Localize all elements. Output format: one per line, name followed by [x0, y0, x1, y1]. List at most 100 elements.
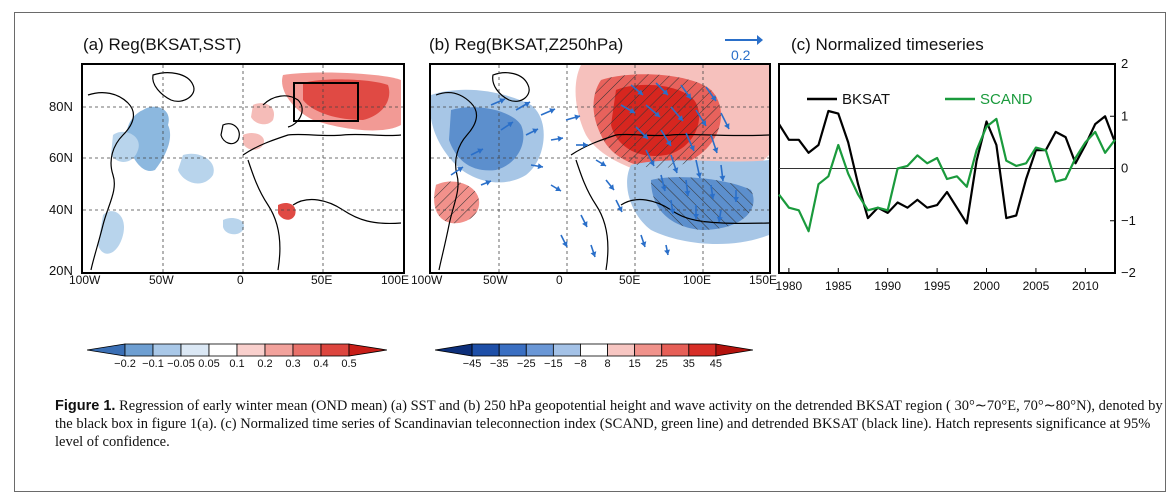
wave-activity-vector-head	[532, 128, 538, 134]
wave-activity-vector-head	[724, 123, 730, 129]
wave-activity-vector-head	[664, 249, 670, 255]
reference-vector-label: 0.2	[731, 47, 751, 63]
wave-activity-vector-head	[716, 216, 723, 222]
grid-lines	[431, 65, 769, 272]
colorbar-bin	[87, 343, 126, 357]
colorbar-bin	[498, 343, 527, 357]
panel-b-title: (b) Reg(BKSAT,Z250hPa)	[429, 35, 624, 54]
y-tick-label: −1	[1121, 213, 1136, 228]
x-tick-label: 1980	[776, 279, 803, 293]
lon-tick-b-100e: 100E	[683, 273, 712, 287]
lat-tick-40n: 40N	[49, 202, 73, 217]
lon-tick-a-0: 0	[237, 273, 244, 287]
colorbar-tick-label: 0.4	[313, 358, 329, 370]
caption-label: Figure 1.	[55, 398, 116, 414]
legend-label-bksat: BKSAT	[842, 91, 890, 108]
series-line-bksat	[778, 109, 1117, 225]
x-axis-ticks: 1980 1985 1990 1995 2000 2005 2010	[776, 268, 1099, 293]
x-tick-label: 1985	[825, 279, 852, 293]
wave-activity-vector-head	[685, 93, 691, 99]
colorbar-bin	[580, 343, 608, 357]
wave-activity-vector-head	[637, 89, 643, 95]
wave-activity-vector-head	[689, 145, 695, 151]
series-lines	[778, 109, 1117, 233]
colorbar-tick-label: −0.05	[167, 358, 195, 370]
wave-activity-vector-head	[733, 197, 739, 202]
colorbar-tick-label: −45	[462, 358, 482, 370]
colorbar-bin	[552, 343, 581, 357]
wave-activity-vector-head	[555, 185, 561, 191]
z250-anomaly-shading	[431, 65, 769, 245]
colorbar-bin	[525, 343, 554, 357]
lon-tick-a-100w: 100W	[69, 273, 101, 287]
colorbar-bin	[607, 343, 636, 357]
colorbar-bin	[634, 343, 663, 357]
lon-tick-a-50w: 50W	[149, 273, 174, 287]
colorbar-z250-labels: −45 −35 −25 −15 −8 8 15 25 35 45	[435, 358, 753, 374]
timeseries-legend: BKSAT SCAND	[807, 91, 1033, 108]
wave-activity-vector-head	[507, 122, 513, 128]
wave-activity-vector-head	[537, 163, 543, 170]
lon-tick-a-50e: 50E	[311, 273, 333, 287]
lat-tick-20n: 20N	[49, 263, 73, 278]
colorbar-tick-label: −25	[516, 358, 536, 370]
lon-tick-b-150e: 150E	[749, 273, 778, 287]
colorbar-bin	[661, 343, 690, 357]
colorbar-tick-label: 8	[604, 358, 611, 370]
bksat-region-box	[293, 82, 359, 122]
wave-activity-vector-head	[712, 147, 719, 153]
wave-activity-vector-head	[600, 160, 606, 166]
wave-activity-vector-head	[710, 95, 716, 101]
wave-activity-vector-head	[660, 185, 667, 191]
wave-activity-vector-head	[654, 111, 660, 117]
wave-activity-vector-head	[477, 148, 483, 154]
wave-activity-vector-head	[640, 241, 647, 247]
wave-activity-vector-head	[719, 175, 726, 181]
wave-activity-vector-head	[700, 120, 706, 126]
colorbar-z250	[435, 343, 753, 357]
lon-tick-b-100w: 100W	[411, 273, 443, 287]
wave-activity-vector-head	[457, 167, 463, 173]
colorbar-tick-label: −15	[544, 358, 563, 370]
colorbar-tick-label: 45	[709, 358, 723, 370]
colorbar-tick-label: 0.1	[229, 358, 245, 370]
panel-b-map-svg	[431, 65, 769, 272]
lat-tick-80n: 80N	[49, 99, 73, 114]
wave-activity-vector-head	[485, 180, 491, 186]
colorbar-bin	[180, 343, 210, 357]
panel-a-map-svg	[83, 65, 403, 272]
colorbar-tick-label: 0.05	[198, 358, 220, 370]
colorbar-bin	[236, 343, 266, 357]
wave-activity-vector-head	[582, 221, 588, 227]
wave-activity-vector-head	[590, 251, 597, 257]
caption-text: Regression of early winter mean (OND mea…	[55, 398, 1163, 450]
panel-b-map	[429, 63, 771, 274]
colorbar-tick-label: −35	[489, 358, 509, 370]
lon-tick-b-50e: 50E	[619, 273, 641, 287]
y-tick-label: 2	[1121, 59, 1128, 71]
wave-activity-vector-head	[669, 208, 676, 214]
colorbar-bin	[208, 343, 238, 357]
lon-tick-b-50w: 50W	[483, 273, 508, 287]
wave-activity-vector-head	[677, 115, 683, 121]
colorbar-tick-label: 25	[655, 358, 668, 370]
colorbar-bin	[688, 343, 717, 357]
wave-activity-vector-head	[649, 160, 655, 166]
y-tick-label: −2	[1121, 265, 1136, 280]
series-line-scand	[778, 117, 1116, 233]
wave-activity-vector-head	[524, 101, 530, 108]
grid-lines	[83, 65, 403, 272]
lat-tick-60n: 60N	[49, 150, 73, 165]
wave-activity-vector-head	[642, 133, 648, 139]
wave-activity-vector-head	[629, 107, 635, 114]
wave-activity-vector-head	[608, 184, 614, 190]
colorbar-bin	[320, 343, 350, 357]
colorbar-bin	[152, 343, 182, 357]
wave-activity-vector-head	[583, 142, 588, 148]
lon-tick-a-100e: 100E	[381, 273, 410, 287]
colorbar-tick-label: 0.3	[285, 358, 301, 370]
y-tick-label: 1	[1121, 108, 1128, 123]
wave-activity-vector-head	[695, 172, 702, 178]
colorbar-tick-label: 15	[628, 358, 641, 370]
x-tick-label: 1990	[874, 279, 901, 293]
